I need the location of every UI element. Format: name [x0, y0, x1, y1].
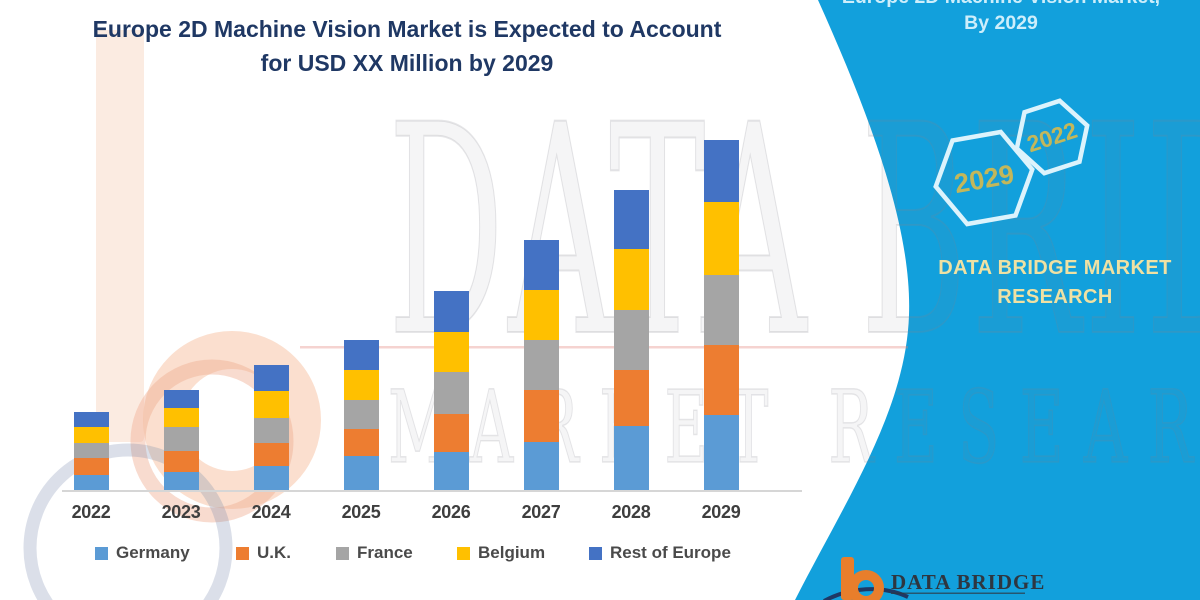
x-tick-2025: 2025	[341, 502, 381, 522]
bar-2029	[703, 140, 739, 490]
bar-segment-germany	[613, 426, 649, 490]
legend-label: Germany	[116, 543, 190, 562]
bar-segment-france	[343, 400, 379, 429]
bar-segment-uk	[613, 370, 649, 426]
legend-item-france: France	[336, 543, 413, 563]
x-tick-2022: 2022	[71, 502, 111, 522]
legend-swatch-germany	[95, 546, 108, 560]
bar-segment-france	[613, 310, 649, 370]
x-tick-2029: 2029	[701, 502, 741, 522]
bar-segment-restofeurope	[343, 340, 379, 370]
bar-segment-restofeurope	[523, 240, 559, 290]
bar-segment-uk	[703, 345, 739, 415]
legend-item-germany: Germany	[95, 543, 190, 563]
bar-2027	[523, 240, 559, 490]
banner-title-line2: By 2029	[964, 12, 1038, 34]
bar-segment-belgium	[433, 332, 469, 372]
bar-segment-france	[703, 275, 739, 345]
banner-brand-line2: RESEARCH	[997, 286, 1113, 308]
bar-segment-uk	[523, 390, 559, 442]
bar-segment-restofeurope	[433, 291, 469, 332]
banner-title-line1: Europe 2D Machine Vision Market,	[815, 0, 1187, 10]
page-title: Europe 2D Machine Vision Market is Expec…	[58, 12, 756, 80]
bar-segment-france	[523, 340, 559, 390]
bar-segment-uk	[73, 458, 109, 475]
bar-segment-uk	[433, 414, 469, 452]
legend-label: U.K.	[257, 543, 291, 562]
bar-segment-restofeurope	[703, 140, 739, 202]
page-title-line1: Europe 2D Machine Vision Market is Expec…	[92, 16, 722, 42]
bar-segment-uk	[343, 429, 379, 456]
legend-swatch-uk	[236, 546, 249, 560]
banner-brand-text: DATA BRIDGE MARKET RESEARCH	[930, 254, 1180, 312]
bar-segment-france	[73, 443, 109, 458]
legend-label: France	[357, 543, 413, 562]
banner-brand-line1: DATA BRIDGE MARKET	[938, 257, 1172, 279]
legend-label: Rest of Europe	[610, 543, 731, 562]
x-tick-2026: 2026	[431, 502, 471, 522]
legend-item-uk: U.K.	[236, 543, 291, 563]
bar-2028	[613, 190, 649, 490]
legend-item-belgium: Belgium	[457, 543, 545, 563]
bar-segment-belgium	[613, 249, 649, 310]
bar-segment-germany	[343, 456, 379, 490]
banner-title: Europe 2D Machine Vision Market, By 2029	[815, 0, 1187, 36]
legend-item-restofeurope: Rest of Europe	[589, 543, 731, 563]
bar-segment-restofeurope	[613, 190, 649, 249]
x-axis-line	[62, 490, 802, 492]
bar-2026	[433, 291, 469, 490]
legend-swatch-restofeurope	[589, 546, 602, 560]
legend-label: Belgium	[478, 543, 546, 562]
bar-segment-belgium	[523, 290, 559, 340]
bar-segment-germany	[523, 442, 559, 490]
x-tick-2027: 2027	[521, 502, 561, 522]
bar-segment-germany	[73, 475, 109, 490]
legend-swatch-france	[336, 546, 349, 560]
bar-2025	[343, 340, 379, 490]
bar-segment-france	[433, 372, 469, 414]
bar-segment-belgium	[343, 370, 379, 400]
legend-swatch-belgium	[457, 546, 470, 560]
bar-segment-germany	[703, 415, 739, 490]
bar-segment-germany	[433, 452, 469, 490]
page-title-line2: for USD XX Million by 2029	[260, 50, 554, 76]
bar-segment-belgium	[703, 202, 739, 275]
x-tick-2028: 2028	[611, 502, 651, 522]
